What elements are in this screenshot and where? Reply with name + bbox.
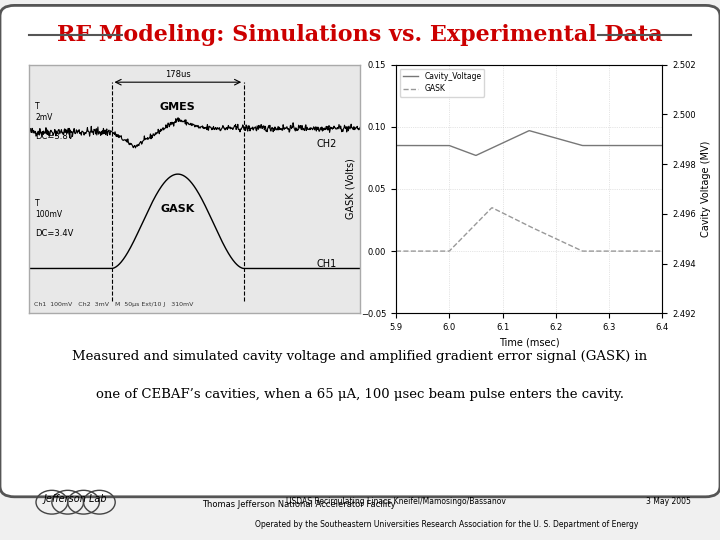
X-axis label: Time (msec): Time (msec) (499, 338, 559, 347)
Cavity_Voltage (479, 148, 487, 155)
Cavity_Voltage (587, 143, 595, 149)
GASK (392, 248, 400, 254)
Text: 3 May 2005: 3 May 2005 (647, 497, 691, 505)
Text: Ch1  100mV   Ch2  3mV   M  50μs Ext/10 J   310mV: Ch1 100mV Ch2 3mV M 50μs Ext/10 J 310mV (34, 302, 193, 307)
Y-axis label: Cavity Voltage (MV): Cavity Voltage (MV) (701, 141, 711, 237)
Text: 178us: 178us (165, 70, 191, 79)
Text: DC=3.8V: DC=3.8V (35, 132, 74, 141)
Text: Measured and simulated cavity voltage and amplified gradient error signal (GASK): Measured and simulated cavity voltage an… (73, 350, 647, 363)
GASK (498, 210, 506, 216)
Text: T
100mV: T 100mV (35, 199, 63, 219)
Text: one of CEBAF’s cavities, when a 65 μA, 100 μsec beam pulse enters the cavity.: one of CEBAF’s cavities, when a 65 μA, 1… (96, 388, 624, 401)
Cavity_Voltage (424, 143, 433, 149)
Text: RF Modeling: Simulations vs. Experimental Data: RF Modeling: Simulations vs. Experimenta… (57, 24, 663, 46)
GASK (479, 214, 487, 220)
GASK (560, 239, 569, 246)
GASK (488, 205, 497, 211)
Legend: Cavity_Voltage, GASK: Cavity_Voltage, GASK (400, 69, 485, 97)
GASK (424, 248, 433, 254)
Cavity_Voltage (498, 140, 506, 146)
Text: GMES: GMES (160, 102, 196, 112)
Cavity_Voltage (392, 143, 400, 149)
Text: GASK: GASK (161, 204, 195, 214)
Text: Operated by the Southeastern Universities Research Association for the U. S. Dep: Operated by the Southeastern Universitie… (255, 521, 638, 529)
Text: Thomas Jefferson National Accelerator Facility: Thomas Jefferson National Accelerator Fa… (202, 501, 395, 509)
GASK (586, 248, 595, 254)
Line: Cavity_Voltage: Cavity_Voltage (396, 131, 662, 156)
Text: USDAS Recirculating Linacs Kneifel/Mamosingo/Bassanov: USDAS Recirculating Linacs Kneifel/Mamos… (286, 497, 506, 505)
Cavity_Voltage (525, 127, 534, 134)
Text: Jefferson Lab: Jefferson Lab (44, 495, 107, 504)
GASK (658, 248, 667, 254)
Y-axis label: GASK (Volts): GASK (Volts) (346, 159, 356, 219)
Text: CH2: CH2 (317, 139, 337, 149)
Cavity_Voltage (658, 143, 667, 149)
Text: DC=3.4V: DC=3.4V (35, 229, 73, 238)
FancyBboxPatch shape (0, 5, 720, 497)
Line: GASK: GASK (396, 208, 662, 251)
Cavity_Voltage (585, 143, 594, 149)
Cavity_Voltage (561, 137, 570, 144)
Cavity_Voltage (472, 152, 480, 159)
Text: T
2mV: T 2mV (35, 102, 53, 122)
Text: CH1: CH1 (317, 259, 337, 268)
GASK (585, 248, 593, 254)
